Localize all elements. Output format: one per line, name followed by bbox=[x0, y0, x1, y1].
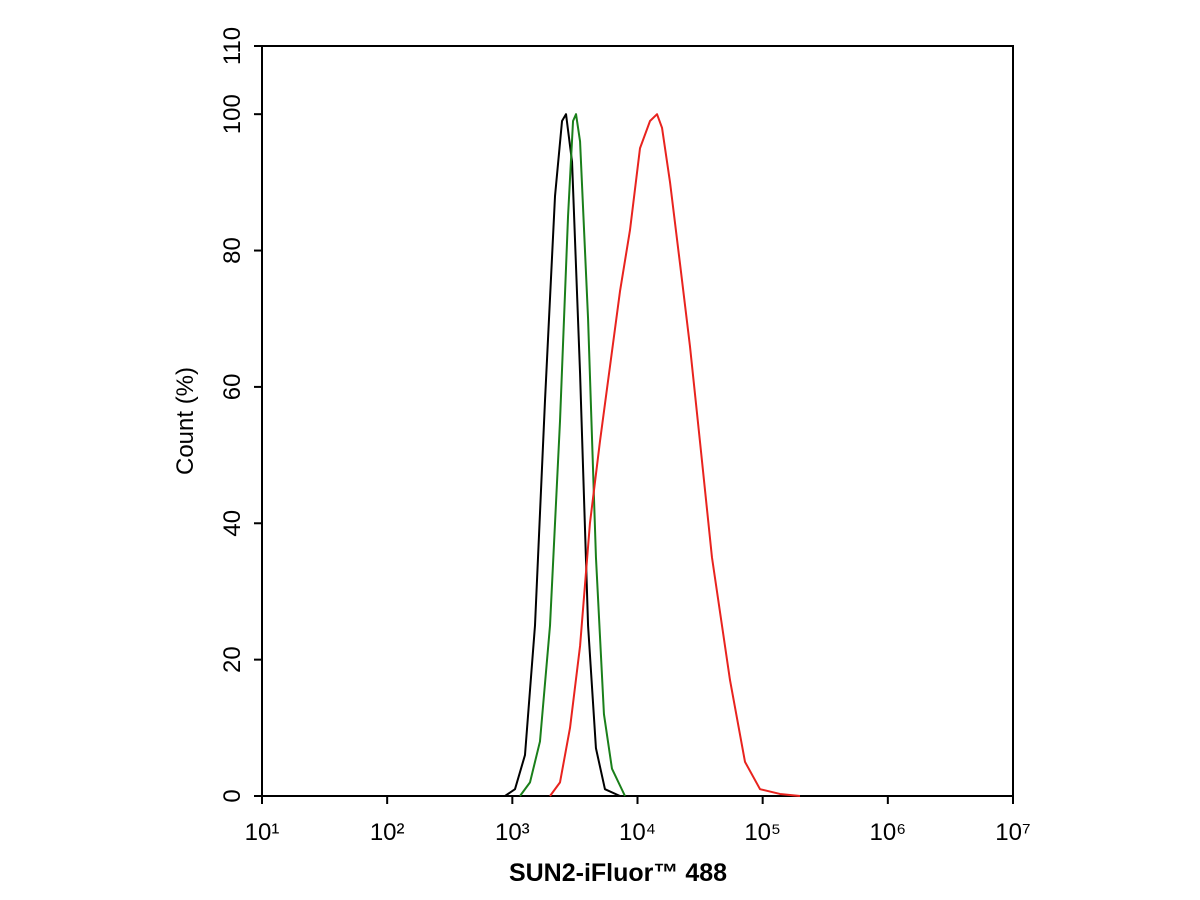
y-tick-label: 0 bbox=[219, 789, 246, 802]
y-tick-label: 110 bbox=[219, 27, 246, 65]
y-tick-label: 100 bbox=[219, 94, 246, 134]
series-line bbox=[504, 113, 621, 797]
x-tick-label: 10⁵ bbox=[744, 819, 781, 846]
series-line bbox=[549, 113, 801, 797]
x-tick-label: 10³ bbox=[495, 819, 530, 846]
y-tick-label: 80 bbox=[219, 237, 246, 264]
y-tick-label: 60 bbox=[219, 374, 246, 401]
series-line bbox=[519, 113, 626, 797]
x-tick-label: 10⁴ bbox=[619, 819, 656, 846]
y-tick-label: 40 bbox=[219, 510, 246, 537]
x-axis-label: SUN2-iFluor™ 488 bbox=[509, 859, 727, 887]
x-tick-label: 10² bbox=[370, 819, 405, 846]
x-tick-label: 10⁶ bbox=[870, 819, 907, 846]
y-axis-label: Count (%) bbox=[172, 367, 199, 475]
plot-frame bbox=[261, 45, 1014, 797]
x-tick-label: 10¹ bbox=[245, 819, 280, 846]
x-tick-label: 10⁷ bbox=[995, 819, 1030, 846]
y-tick-label: 20 bbox=[219, 646, 246, 673]
